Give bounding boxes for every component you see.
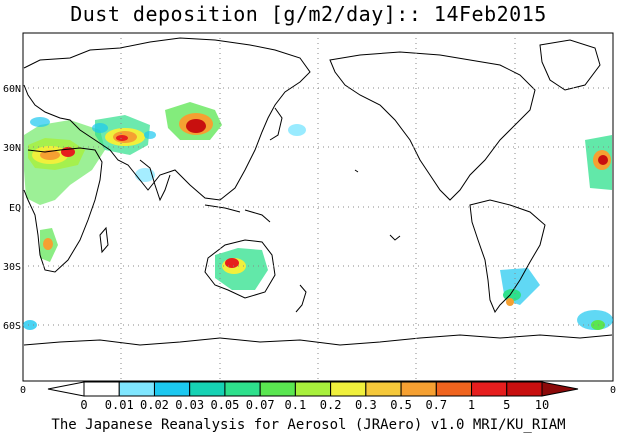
colorbar-tick-label: 5 [503, 398, 510, 412]
map-title: Dust deposition [g/m2/day]:: 14Feb2015 [70, 2, 547, 26]
colorbar-right-edge-label: 0 [610, 385, 616, 396]
colorbar-swatch [224, 381, 261, 397]
colorbar-tick-label: 0.2 [320, 398, 342, 412]
colorbar-swatch [189, 381, 226, 397]
colorbar-tick-label: 1 [468, 398, 475, 412]
colorbar-tick-label: 0.7 [425, 398, 447, 412]
colorbar-swatch [153, 381, 191, 397]
colorbar-swatch [294, 381, 332, 397]
colorbar-tick-label: 0 [80, 398, 87, 412]
colorbar-tick-label: 0.05 [210, 398, 239, 412]
colorbar-tick-label: 0.1 [285, 398, 307, 412]
colorbar-left-arrow [47, 381, 85, 397]
colorbar: 0 0.01 0.02 0.03 0.05 0.07 0.1 0.2 0.3 0.5 0.7 1 5 10 [47, 381, 579, 412]
colorbar-left-edge-label: 0 [20, 385, 26, 396]
colorbar-tick-label: 0.03 [175, 398, 204, 412]
lat-label-eq: EQ [9, 203, 21, 214]
colorbar-swatch [506, 381, 543, 397]
footer-credit: The Japanese Reanalysis for Aerosol (JRA… [51, 417, 566, 433]
colorbar-tick-label: 0.3 [355, 398, 377, 412]
colorbar-swatch [471, 381, 508, 397]
colorbar-right-arrow [541, 381, 579, 397]
colorbar-tick-label: 0.01 [105, 398, 134, 412]
colorbar-swatch [435, 381, 473, 397]
colorbar-swatch [365, 381, 402, 397]
lat-label-30n: 30N [3, 143, 21, 154]
colorbar-tick-label: 0.5 [390, 398, 412, 412]
lat-label-30s: 30S [3, 262, 21, 273]
colorbar-tick-label: 0.07 [246, 398, 275, 412]
colorbar-swatch [83, 381, 120, 397]
graticule [23, 33, 613, 381]
colorbar-tick-label: 0.02 [140, 398, 169, 412]
coastlines [23, 37, 613, 346]
colorbar-tick-label: 10 [535, 398, 549, 412]
colorbar-swatch [400, 381, 437, 397]
colorbar-swatch [330, 381, 367, 397]
colorbar-swatch [259, 381, 296, 397]
lat-label-60n: 60N [3, 84, 21, 95]
colorbar-swatch [118, 381, 155, 397]
lat-label-60s: 60S [3, 321, 21, 332]
